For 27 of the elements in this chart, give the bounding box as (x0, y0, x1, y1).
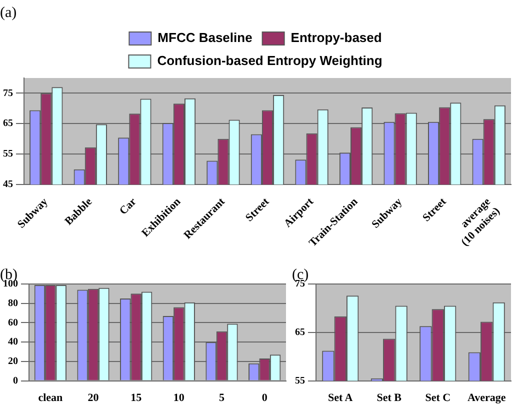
x-tick-label: 0 (262, 392, 268, 404)
y-tick-label: 65 (295, 326, 305, 338)
y-tick-label: 80 (8, 298, 18, 309)
x-tick-label: Car (117, 196, 139, 218)
y-tick-label: 60 (8, 317, 18, 328)
x-tick-label: Set C (425, 392, 451, 404)
chart-title: (c) (292, 266, 309, 283)
y-tick-label: 0 (13, 375, 18, 386)
x-tick-label: 10 (173, 392, 185, 404)
chart-title: (a) (0, 4, 17, 21)
y-tick-label: 65 (3, 118, 13, 130)
legend-label: Entropy-based (290, 30, 382, 46)
x-tick-label: Set B (376, 392, 402, 404)
x-tick-label: 15 (130, 392, 142, 404)
legend-label: MFCC Baseline (158, 30, 252, 46)
y-tick-label: 20 (8, 356, 18, 368)
x-tick-label: Set A (328, 392, 353, 404)
y-tick-label: 45 (3, 179, 13, 190)
legend-label: Confusion-based Entropy Weighting (157, 53, 382, 68)
y-tick-label: 55 (295, 375, 305, 386)
y-tick-label: 55 (3, 148, 13, 160)
y-tick-label: 75 (3, 88, 13, 99)
y-tick-label: 40 (8, 336, 18, 348)
x-tick-label: 5 (219, 392, 225, 404)
x-tick-label: Average (467, 392, 506, 404)
x-tick-label: 20 (88, 392, 100, 404)
x-tick-label: clean (38, 392, 63, 404)
